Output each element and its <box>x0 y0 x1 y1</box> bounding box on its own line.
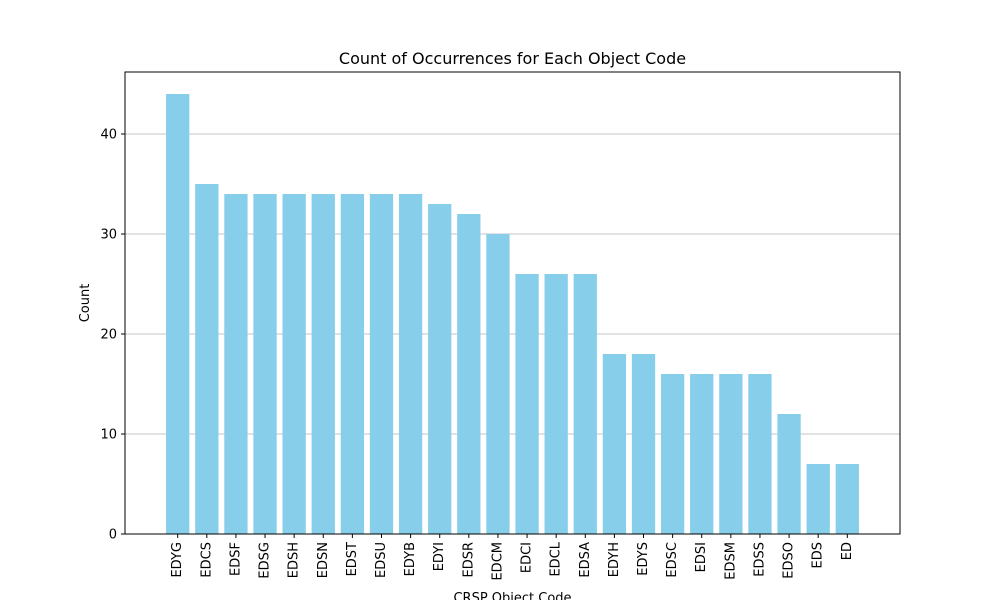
x-tick-label: EDSM <box>723 542 738 580</box>
bar-edcl <box>544 274 568 534</box>
x-tick-label: EDSG <box>258 542 273 579</box>
y-axis-ticks: 0 10 20 30 40 <box>100 128 125 543</box>
x-tick-label: EDYB <box>403 542 418 576</box>
x-tick-label: EDST <box>345 542 360 576</box>
bar-edsr <box>457 214 481 534</box>
y-tick-label: 10 <box>100 428 117 443</box>
bar-edsa <box>573 274 597 534</box>
x-tick-label: EDSI <box>694 542 709 572</box>
x-tick-label: EDYI <box>432 542 447 571</box>
bar-edsg <box>253 194 277 534</box>
bar-edsn <box>311 194 335 534</box>
x-tick-label: EDSU <box>374 542 389 578</box>
bar-edyg <box>166 94 190 534</box>
bar-edss <box>748 374 772 534</box>
bar-edsc <box>660 374 685 534</box>
x-tick-label: EDCM <box>490 542 505 581</box>
bar-edsf <box>224 194 248 534</box>
x-tick-label: EDSO <box>782 542 797 579</box>
bar-ed <box>835 464 859 534</box>
x-tick-label: ED <box>840 542 855 560</box>
y-axis-label: Count <box>78 284 93 323</box>
bar-edsm <box>719 374 743 534</box>
x-tick-label: EDSF <box>228 542 243 576</box>
x-axis-label: CRSP Object Code <box>453 591 571 600</box>
bar-edyi <box>428 204 452 534</box>
x-tick-label: EDSA <box>578 542 593 578</box>
bars <box>166 94 859 534</box>
y-tick-label: 20 <box>100 328 117 343</box>
bar-edsh <box>282 194 306 534</box>
bar-edys <box>631 354 656 534</box>
bar-edcs <box>195 184 219 534</box>
x-tick-label: EDSS <box>752 542 767 577</box>
x-tick-label: EDSN <box>316 542 331 578</box>
bar-edso <box>777 414 801 534</box>
x-tick-label: EDSR <box>461 542 476 578</box>
x-axis-ticks: EDYG EDCS EDSF EDSG EDSH EDSN EDST EDSU EDYB EDYI… <box>170 534 855 581</box>
x-tick-label: EDYS <box>636 542 651 576</box>
y-tick-label: 40 <box>100 128 117 143</box>
plot-frame <box>124 71 901 535</box>
x-tick-label: EDCS <box>199 542 214 578</box>
x-tick-label: EDCI <box>520 542 535 573</box>
bar-edyb <box>398 194 423 534</box>
bar-edsi <box>690 374 714 534</box>
bar-edcm <box>486 234 510 534</box>
x-tick-label: EDCL <box>549 541 564 576</box>
bar-edyh <box>602 354 627 534</box>
bar-eds <box>806 464 830 534</box>
x-tick-label: EDYG <box>170 542 185 578</box>
x-tick-label: EDSH <box>287 542 302 578</box>
y-tick-label: 0 <box>109 528 117 543</box>
x-tick-label: EDSC <box>665 542 680 578</box>
x-tick-label: EDYH <box>607 542 622 577</box>
bar-edsu <box>369 194 394 534</box>
bar-edci <box>515 274 539 534</box>
chart-title: Count of Occurrences for Each Object Cod… <box>339 49 686 68</box>
bar-edst <box>340 194 365 534</box>
y-tick-label: 30 <box>100 228 117 243</box>
x-tick-label: EDS <box>811 542 826 568</box>
